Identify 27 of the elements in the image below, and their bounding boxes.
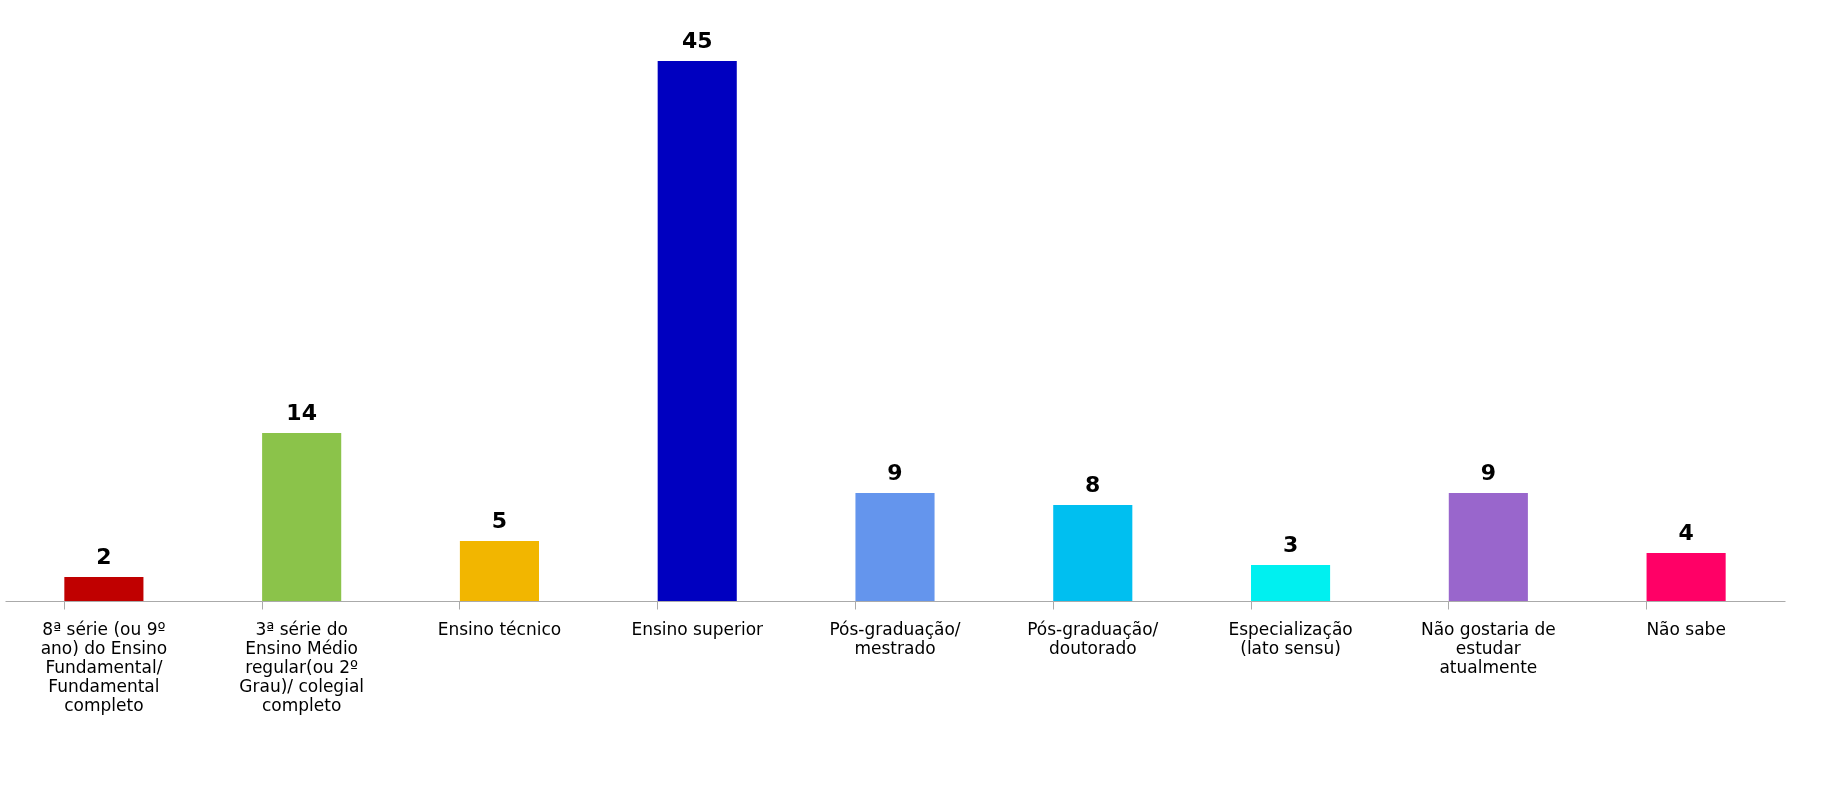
- data-label: 45: [681, 28, 713, 53]
- x-tick-label: Ensino superior: [631, 618, 764, 639]
- bar: [1053, 505, 1133, 601]
- x-tick-label: Especialização (lato sensu): [1228, 618, 1353, 658]
- bar: [262, 433, 342, 601]
- bar: [1646, 553, 1726, 601]
- bar: [855, 493, 935, 601]
- data-label: 2: [96, 544, 112, 569]
- x-tick-label: Pós-graduação/ mestrado: [829, 618, 961, 658]
- data-label: 3: [1282, 532, 1299, 557]
- x-tick-label: 3ª série do Ensino Médio regular(ou 2º Grau)/ colegial completo: [239, 618, 365, 715]
- data-label: 4: [1678, 520, 1694, 545]
- data-label: 14: [286, 400, 317, 425]
- x-tick-label: Não sabe: [1646, 618, 1726, 639]
- data-label: 8: [1085, 472, 1101, 497]
- bar: [1448, 493, 1528, 601]
- bar: [657, 61, 737, 601]
- data-label: 5: [491, 508, 508, 533]
- bar: [64, 577, 144, 601]
- x-tick-label: Não gostaria de estudar atualmente: [1420, 618, 1556, 677]
- bar: [1251, 565, 1331, 601]
- data-label: 9: [1480, 460, 1496, 485]
- data-label: 9: [887, 460, 903, 485]
- x-tick-label: Pós-graduação/ doutorado: [1027, 618, 1159, 658]
- x-tick-label: Ensino técnico: [437, 618, 562, 639]
- bar: [459, 541, 539, 601]
- x-tick-label: 8ª série (ou 9º ano) do Ensino Fundamental/ Fundamental completo: [40, 618, 168, 715]
